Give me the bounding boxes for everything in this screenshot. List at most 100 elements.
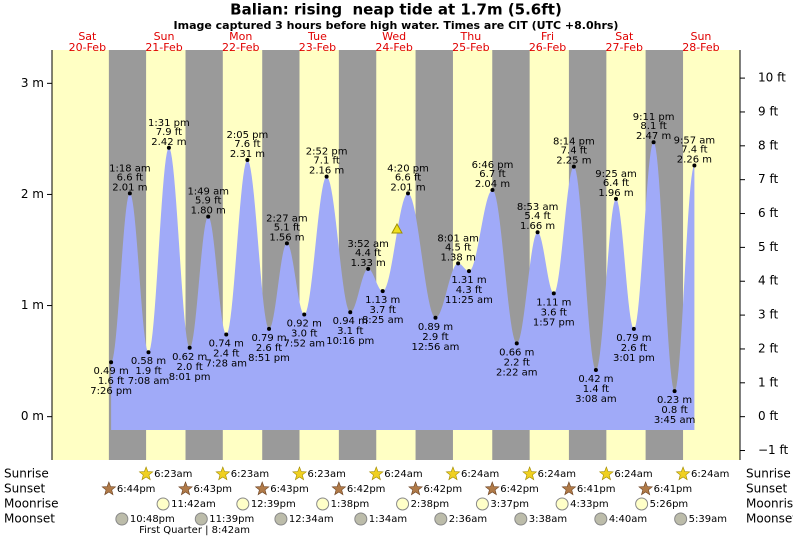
tide-label: 7.4 ft	[561, 146, 587, 157]
tide-point	[127, 191, 132, 196]
tide-label: 0.23 m	[657, 395, 692, 406]
moonrise-icon	[555, 497, 569, 511]
sunset-icon	[178, 481, 193, 496]
tide-label: 1.33 m	[351, 258, 386, 269]
tide-point	[535, 230, 540, 235]
tide-label: 6.4 ft	[603, 178, 629, 189]
tide-label: 7.1 ft	[313, 156, 339, 167]
tide-point	[284, 241, 289, 246]
tide-label: 7:52 am	[283, 338, 325, 349]
moonrise-icon	[635, 497, 649, 511]
tide-point	[146, 350, 151, 355]
moonrise-icon	[236, 497, 250, 511]
tide-label: 1:31 pm	[148, 118, 190, 129]
day-label: Wed	[382, 30, 406, 43]
moonset-icon	[274, 512, 288, 526]
tide-label: 2.25 m	[556, 156, 591, 167]
tide-label: 4.3 ft	[456, 285, 482, 296]
tide-label: 5.1 ft	[274, 222, 300, 233]
tide-label: 3:08 am	[575, 394, 617, 405]
tide-label: 1.13 m	[365, 295, 400, 306]
tide-point	[302, 312, 307, 317]
moonset-time: 1:34am	[369, 514, 407, 525]
tide-label: 1.38 m	[441, 252, 476, 263]
tide-label: 8:53 am	[517, 202, 559, 213]
tide-point	[348, 310, 353, 315]
tide-label: 0.42 m	[578, 374, 613, 385]
tide-label: 8:01 am	[437, 233, 479, 244]
sunset-time: 6:43pm	[194, 484, 233, 495]
y2-tick-label: 9 ft	[758, 104, 778, 118]
tide-point	[109, 360, 114, 365]
moonset-time: 5:39am	[689, 514, 727, 525]
chart-subtitle: Image captured 3 hours before high water…	[174, 19, 619, 32]
tide-label: 3.0 ft	[291, 328, 317, 339]
sunrise-icon	[522, 466, 538, 481]
tide-area	[111, 142, 695, 430]
moonrise-time: 11:42am	[171, 499, 216, 510]
moonset-time: 2:36am	[449, 514, 487, 525]
row-label-right: Sunrise	[746, 467, 791, 481]
tide-label: 0.94 m	[333, 316, 368, 327]
tide-label: 7:26 pm	[90, 386, 132, 397]
day-label: Tue	[307, 30, 327, 43]
y2-tick-label: 4 ft	[758, 274, 778, 288]
y2-tick-label: 2 ft	[758, 341, 778, 355]
tide-label: 1.96 m	[598, 188, 633, 199]
tide-point	[692, 163, 697, 168]
tide-label: 2:22 am	[496, 367, 538, 378]
tide-label: 3:01 pm	[613, 353, 655, 364]
tide-label: 2:52 pm	[306, 147, 348, 158]
tide-label: 5.4 ft	[524, 211, 550, 222]
tide-label: 2.0 ft	[176, 362, 202, 373]
tide-label: 0.58 m	[131, 356, 166, 367]
tide-label: 8.1 ft	[640, 121, 666, 132]
tide-point	[245, 158, 250, 162]
sunset-icon	[484, 481, 500, 496]
tide-point	[267, 326, 272, 331]
tide-label: 1.6 ft	[98, 376, 124, 387]
sunrise-icon	[445, 466, 461, 481]
tide-point	[187, 345, 192, 350]
tide-point	[672, 389, 677, 394]
moonset-icon	[674, 512, 688, 526]
sunrise-icon	[292, 466, 307, 481]
tide-label: 3.7 ft	[370, 305, 396, 316]
chart-title: Balian: rising neap tide at 1.7m (5.6ft)	[230, 1, 562, 19]
y2-tick-label: 10 ft	[758, 71, 786, 85]
y2-tick-label: −1 ft	[758, 443, 789, 457]
sunrise-time: 6:24am	[614, 469, 652, 480]
y2-tick-label: 5 ft	[758, 240, 778, 254]
day-label: Sat	[78, 30, 97, 43]
tide-label: 9:57 am	[674, 136, 716, 147]
day-label: Fri	[541, 30, 554, 43]
sunset-icon	[561, 481, 577, 496]
sunrise-time: 6:23am	[308, 469, 346, 480]
moon-phase: First Quarter | 8:42am	[139, 525, 250, 536]
moonrise-time: 2:38pm	[411, 499, 450, 510]
row-label: Sunrise	[4, 467, 49, 481]
tide-point	[166, 145, 171, 150]
tide-label: 1.11 m	[536, 297, 571, 308]
sunrise-time: 6:24am	[691, 469, 729, 480]
tide-label: 6:46 pm	[472, 160, 514, 171]
tide-label: 6.6 ft	[117, 172, 143, 183]
day-label: Thu	[460, 30, 482, 43]
tide-label: 2.4 ft	[213, 348, 239, 359]
tide-label: 1.66 m	[520, 221, 555, 232]
sunrise-icon	[215, 466, 231, 481]
date-label: 21-Feb	[145, 41, 182, 54]
y2-tick-label: 0 ft	[758, 409, 778, 423]
y-tick-label: 2 m	[21, 187, 44, 201]
tide-label: 7:08 am	[128, 376, 170, 387]
tide-point	[551, 291, 556, 296]
sunset-time: 6:42pm	[347, 484, 386, 495]
tide-label: 0.62 m	[172, 352, 207, 363]
tide-label: 2:05 pm	[227, 130, 269, 141]
sunset-icon	[331, 481, 347, 496]
date-label: 22-Feb	[222, 41, 259, 54]
now-marker	[391, 222, 403, 234]
date-label: 20-Feb	[69, 41, 106, 54]
tide-point	[405, 191, 410, 196]
